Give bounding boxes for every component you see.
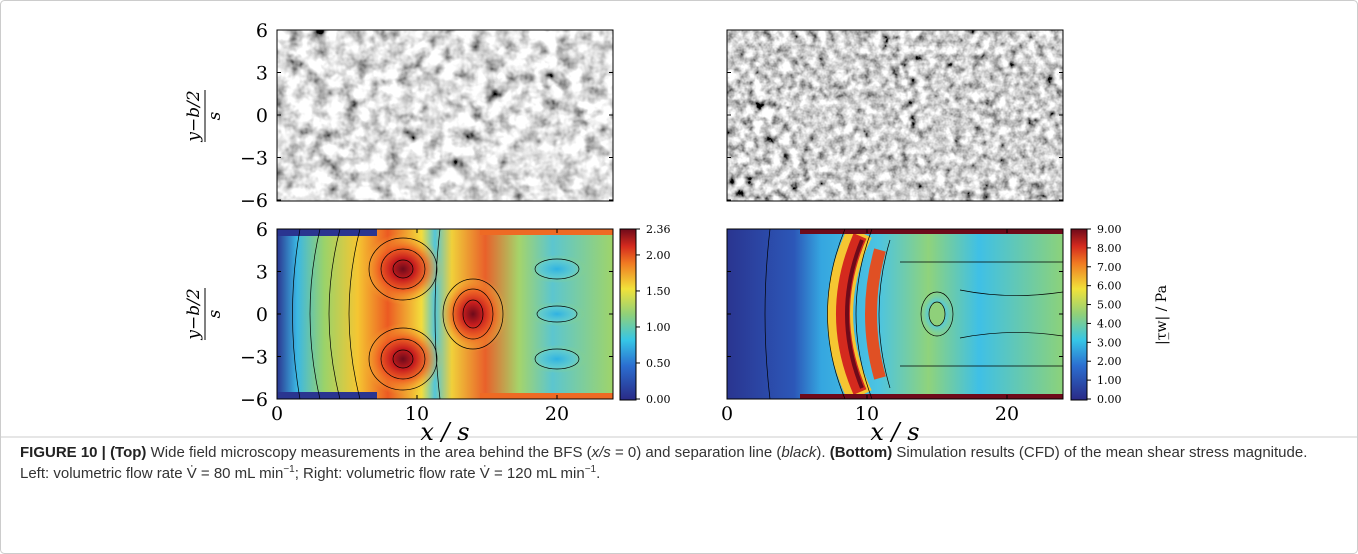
colorbar-tick-label: 7.00 xyxy=(1097,261,1122,274)
colorbar-tick-label: 1.00 xyxy=(646,321,671,334)
colorbar-tick-label: 2.00 xyxy=(646,249,671,262)
y-tick-label: 3 xyxy=(256,262,268,284)
y-label: y−b/2 s xyxy=(184,90,225,143)
microscopy-image xyxy=(277,30,613,201)
y-tick-label: 3 xyxy=(256,63,268,85)
y-tick-label: 6 xyxy=(256,219,268,241)
caption-text: Simulation results (CFD) of the mean she… xyxy=(20,444,1308,482)
y-tick-label: −3 xyxy=(240,148,268,170)
caption-text: ; Right: volumetric flow rate V̇ = 120 m… xyxy=(294,465,585,482)
y-tick-label: −6 xyxy=(240,389,268,411)
y-tick-label: 0 xyxy=(256,105,268,127)
caption-text: x/s xyxy=(591,444,611,461)
colorbar-tick-label: 0.00 xyxy=(646,393,671,406)
x-tick-label: 20 xyxy=(995,403,1019,425)
colorbar-tick-label: 8.00 xyxy=(1097,242,1122,255)
y-label-numerator: y−b/2 xyxy=(184,90,204,142)
x-label: x / s xyxy=(420,418,469,446)
colorbar-tick-label: 0.00 xyxy=(1097,393,1122,406)
caption-text: = 0) and separation line ( xyxy=(610,444,782,461)
caption-text: −1 xyxy=(283,464,295,475)
colorbar-tick-label: 9.00 xyxy=(1097,223,1122,236)
colorbar-tick-label: 1.00 xyxy=(1097,374,1122,387)
y-tick-label: −3 xyxy=(240,347,268,369)
caption-text: ). xyxy=(816,444,830,461)
y-tick-label: 6 xyxy=(256,20,268,42)
microscopy-image xyxy=(727,30,1063,201)
caption-text: black xyxy=(781,444,817,461)
x-tick-label: 0 xyxy=(721,403,733,425)
y-tick-label: 0 xyxy=(256,304,268,326)
colorbar-tick-label: 5.00 xyxy=(1097,299,1122,312)
caption-text: (Bottom) xyxy=(829,444,893,461)
colorbar-tick-label: 6.00 xyxy=(1097,280,1122,293)
caption: FIGURE 10 | (Top) Wide field microscopy … xyxy=(20,442,1340,484)
colorbar-tick-label: 1.50 xyxy=(646,285,671,298)
colorbar xyxy=(1070,228,1088,401)
contour-plot xyxy=(727,229,1063,399)
colorbar-tick-label: 2.00 xyxy=(1097,355,1122,368)
contour-plot xyxy=(277,229,613,399)
y-label-denominator: s xyxy=(205,111,225,120)
x-tick-label: 10 xyxy=(855,403,879,425)
x-tick-label: 20 xyxy=(545,403,569,425)
x-tick-label: 10 xyxy=(405,403,429,425)
caption-text: Wide field microscopy measurements in th… xyxy=(146,444,592,461)
caption-text: −1 xyxy=(584,464,597,475)
y-label: y−b/2 s xyxy=(184,288,225,341)
colorbar-tick-label: 0.50 xyxy=(646,357,671,370)
y-label-numerator: y−b/2 xyxy=(184,288,204,340)
colorbar-tick-label: 4.00 xyxy=(1097,317,1122,330)
colorbar-label: |τ̲w| / Pa xyxy=(1154,285,1170,345)
y-label-denominator: s xyxy=(205,309,225,318)
y-tick-label: −6 xyxy=(240,190,268,212)
caption-text: (Top) xyxy=(110,444,147,461)
colorbar-tick-label: 3.00 xyxy=(1097,336,1122,349)
colorbar xyxy=(619,228,637,401)
caption-text: . xyxy=(596,465,601,482)
colorbar-tick-label: 2.36 xyxy=(646,223,671,236)
caption-label: FIGURE 10 | xyxy=(20,444,106,461)
x-tick-label: 0 xyxy=(271,403,283,425)
x-label: x / s xyxy=(870,418,919,446)
